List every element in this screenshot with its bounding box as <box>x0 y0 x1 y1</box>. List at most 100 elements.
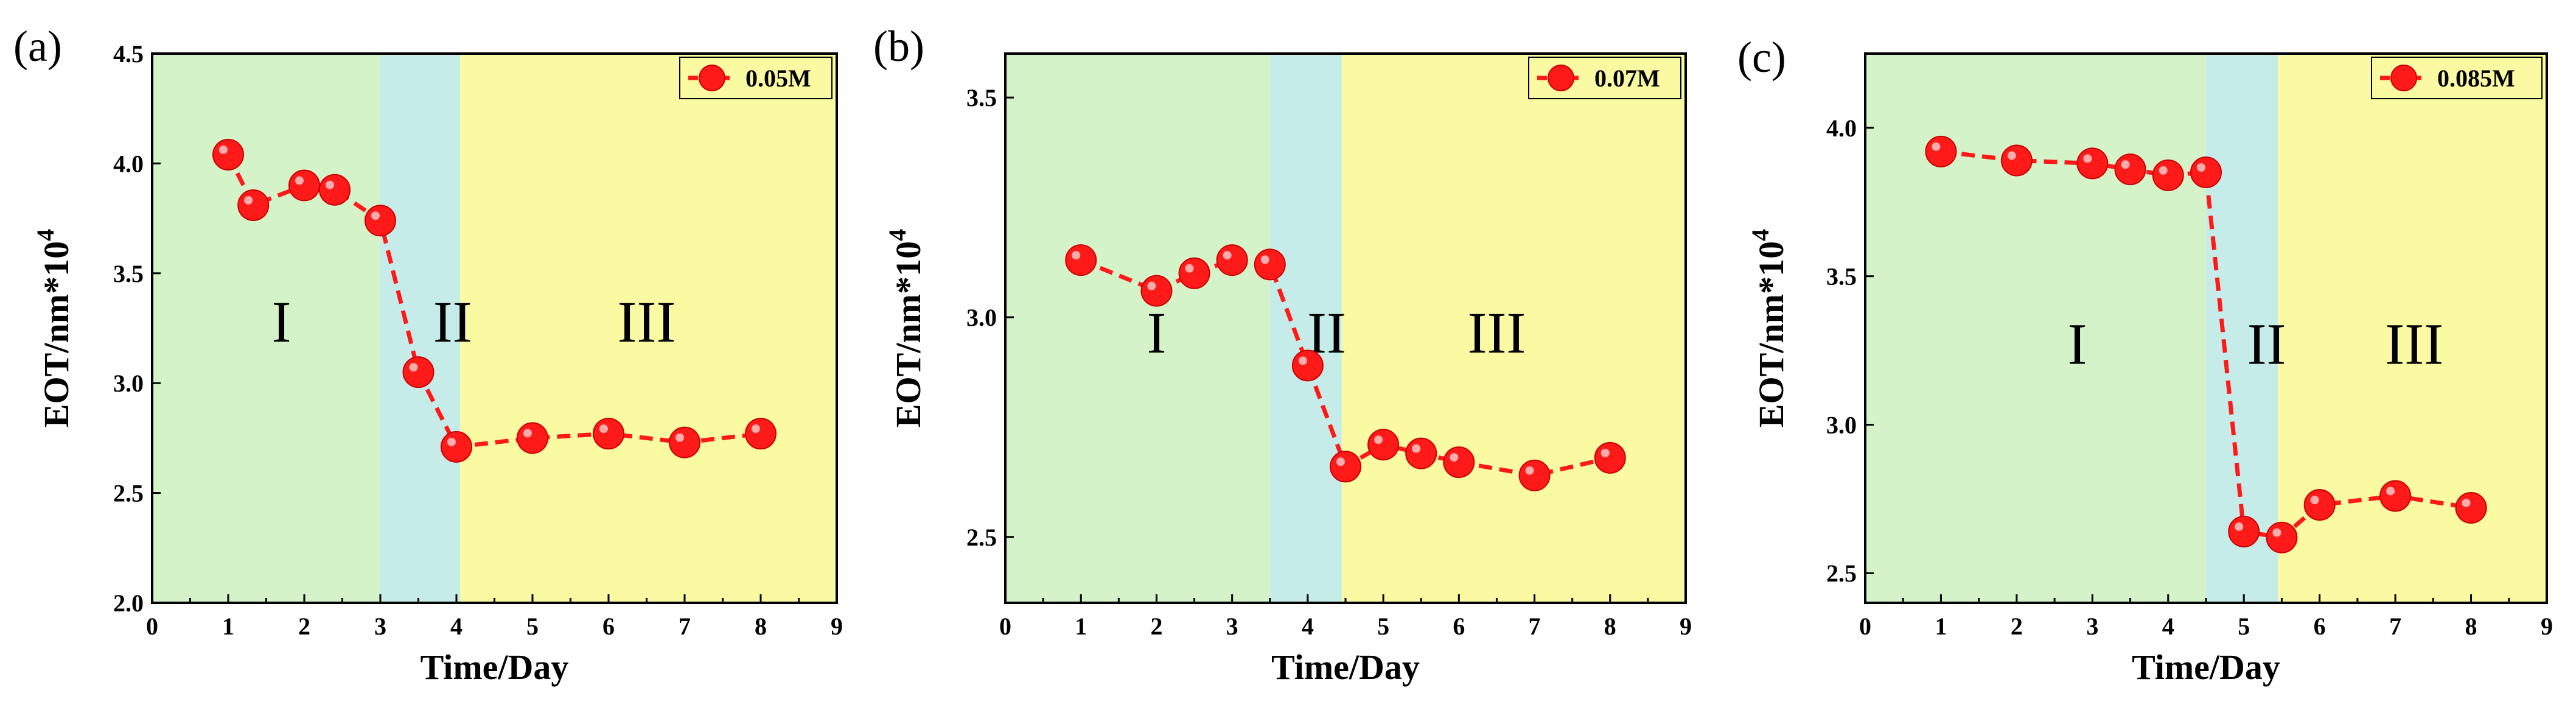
legend-box <box>1528 57 1681 99</box>
x-tick-label: 4 <box>450 613 462 640</box>
data-point-highlight <box>1147 281 1156 290</box>
data-point-highlight <box>1185 264 1194 273</box>
data-point-highlight <box>2007 151 2016 160</box>
data-point-highlight <box>1412 444 1421 453</box>
data-point-highlight <box>1336 457 1345 466</box>
region-label-ii: II <box>2247 312 2286 377</box>
x-tick-label: 3 <box>374 613 386 640</box>
data-point-highlight <box>1525 466 1534 475</box>
data-point-highlight <box>1374 435 1383 445</box>
y-axis-label-exponent: 4 <box>884 229 911 241</box>
y-tick-label: 4.5 <box>113 40 144 68</box>
data-point <box>669 426 700 459</box>
x-tick-label: 8 <box>2465 613 2477 640</box>
y-axis-label: EOT/nm*104 <box>884 229 928 427</box>
data-point-highlight <box>409 363 418 372</box>
data-point <box>1178 257 1210 289</box>
y-axis-label-text: EOT/nm*10 <box>37 241 76 427</box>
y-tick-label: 4.0 <box>1826 114 1857 142</box>
x-tick-label: 6 <box>602 613 615 640</box>
x-tick-label: 6 <box>1453 613 1465 640</box>
data-point <box>2152 159 2184 191</box>
data-point <box>2076 147 2109 180</box>
y-axis-label-text: EOT/nm*10 <box>888 241 928 427</box>
data-point-highlight <box>2310 496 2319 505</box>
x-tick-label: 8 <box>755 613 767 640</box>
x-tick-label: 9 <box>831 613 843 640</box>
region-label-i: I <box>2067 312 2087 377</box>
x-tick-label: 1 <box>1075 613 1087 640</box>
data-point-highlight <box>675 433 684 442</box>
y-tick-label: 3.0 <box>113 370 144 397</box>
data-point <box>1518 459 1551 491</box>
legend-label: 0.085M <box>2437 65 2515 92</box>
data-point-highlight <box>2197 163 2205 172</box>
data-point-highlight <box>523 429 532 438</box>
x-tick-label: 2 <box>2011 613 2023 640</box>
data-point-highlight <box>1223 251 1232 260</box>
data-point <box>1140 275 1173 307</box>
panel-label: (b) <box>873 22 924 71</box>
y-tick-label: 3.5 <box>113 260 144 287</box>
data-point-highlight <box>244 195 253 205</box>
x-axis-label: Time/Day <box>1271 647 1420 687</box>
data-point <box>2303 489 2336 521</box>
x-tick-label: 3 <box>1226 613 1238 640</box>
data-point-highlight <box>2159 166 2168 175</box>
data-point <box>1330 451 1361 483</box>
y-axis-label-exponent: 4 <box>32 229 59 241</box>
legend-label: 0.05M <box>745 65 811 92</box>
series-line <box>1941 149 2472 540</box>
data-point-highlight <box>2462 498 2471 507</box>
x-tick-label: 0 <box>1859 613 1871 640</box>
region-iii-background <box>1341 54 1686 603</box>
data-point <box>1594 441 1626 474</box>
data-point-highlight <box>295 176 304 185</box>
y-tick-label: 2.5 <box>1826 560 1857 587</box>
data-point-highlight <box>1450 453 1459 462</box>
region-label-iii: III <box>2385 312 2443 377</box>
data-point <box>1065 244 1097 276</box>
data-point <box>517 422 548 454</box>
x-tick-label: 5 <box>526 613 539 640</box>
y-tick-label: 3.0 <box>966 304 997 331</box>
data-point <box>593 418 624 450</box>
legend-box <box>679 57 832 99</box>
region-label-ii: II <box>433 289 472 354</box>
data-point-highlight <box>752 424 760 434</box>
y-axis-label-exponent: 4 <box>1747 229 1774 241</box>
x-tick-label: 0 <box>999 613 1011 640</box>
data-point <box>319 174 351 206</box>
x-tick-label: 4 <box>2162 613 2174 640</box>
y-axis-label: EOT/nm*104 <box>1747 229 1791 427</box>
region-label-iii: III <box>618 289 676 354</box>
data-point <box>2455 491 2487 524</box>
x-tick-label: 1 <box>222 613 234 640</box>
x-tick-label: 2 <box>298 613 310 640</box>
y-axis-label-text: EOT/nm*10 <box>1751 241 1791 427</box>
data-point-highlight <box>447 437 456 446</box>
data-point <box>2190 156 2222 189</box>
y-tick-label: 3.0 <box>1826 411 1857 438</box>
data-point <box>1925 135 1957 167</box>
x-tick-label: 5 <box>1377 613 1389 640</box>
x-axis-label: Time/Day <box>421 647 569 687</box>
data-point-highlight <box>1072 251 1081 260</box>
y-tick-label: 2.0 <box>113 589 144 617</box>
data-point <box>1443 446 1475 479</box>
legend-label: 0.07M <box>1594 65 1660 92</box>
data-point <box>441 431 472 463</box>
y-tick-label: 2.5 <box>113 480 144 507</box>
x-tick-label: 2 <box>1150 613 1162 640</box>
y-tick-label: 2.5 <box>966 524 997 551</box>
data-point-highlight <box>2083 154 2092 163</box>
data-point-highlight <box>1260 255 1269 264</box>
data-point-highlight <box>2272 528 2281 537</box>
region-i-background <box>1005 54 1270 603</box>
data-point <box>2266 521 2298 554</box>
y-tick-label: 4.0 <box>113 150 144 177</box>
data-point <box>2000 144 2033 177</box>
data-point-highlight <box>2121 160 2130 169</box>
